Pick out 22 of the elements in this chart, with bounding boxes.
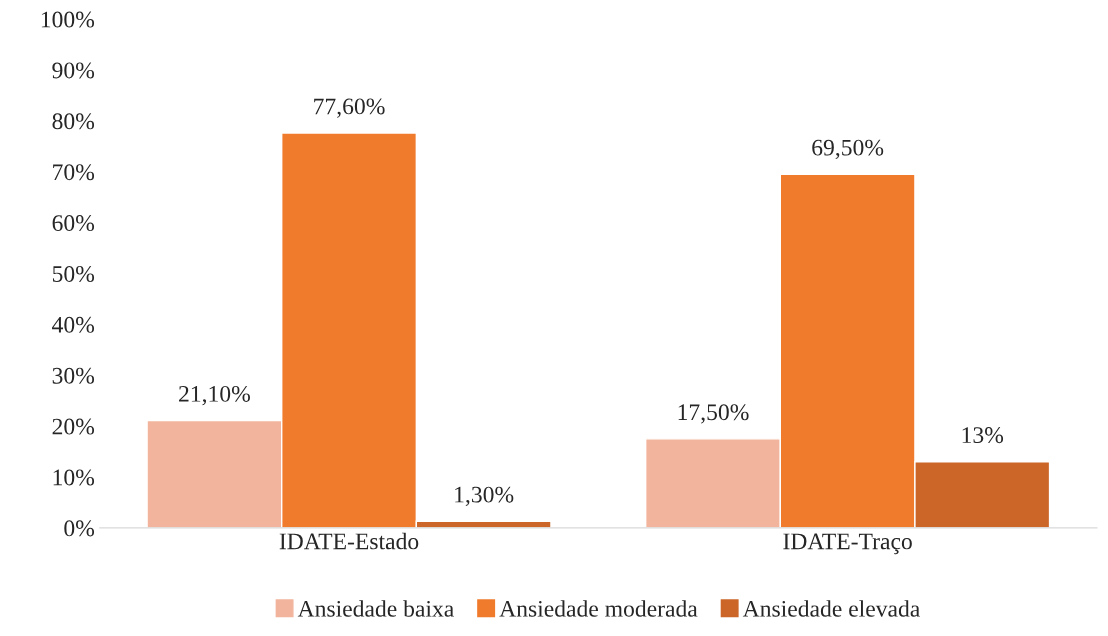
y-tick-label: 90%: [52, 62, 95, 79]
data-label: 1,30%: [455, 486, 514, 506]
data-label: 69,50%: [812, 139, 884, 159]
x-tick-label: IDATE-Estado: [279, 532, 419, 550]
y-tick-label: 50%: [52, 265, 95, 282]
y-tick-label: 0%: [64, 520, 95, 537]
data-label: 13%: [962, 427, 1004, 444]
legend-label: Ansiedade elevada: [742, 600, 920, 617]
data-label: 17,50%: [678, 404, 749, 424]
y-tick-label: 80%: [52, 113, 95, 130]
legend-label: Ansiedade moderada: [499, 600, 698, 617]
y-tick-label: 30%: [52, 367, 95, 384]
y-tick-label: 70%: [53, 164, 95, 181]
data-label: 21,10%: [179, 385, 250, 406]
data-label: 77,60%: [314, 98, 385, 118]
y-tick-label: 60%: [52, 215, 95, 232]
legend-label: Ansiedade baixa: [297, 600, 454, 617]
y-tick-label: 10%: [53, 469, 95, 486]
y-tick-label: 20%: [52, 418, 95, 435]
x-tick-label: IDATE-Traço: [783, 533, 912, 555]
y-tick-label: 40%: [52, 316, 95, 333]
y-tick-label: 100%: [41, 11, 95, 28]
